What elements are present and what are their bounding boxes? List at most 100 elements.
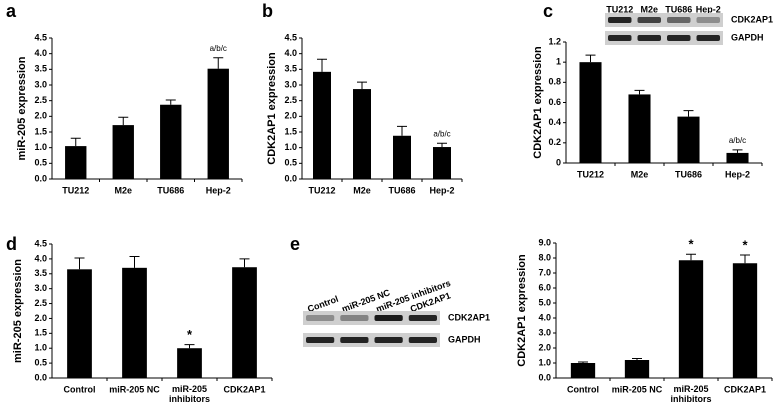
- error-bar: [632, 358, 642, 360]
- bar: [678, 260, 704, 378]
- blot-background: [605, 13, 723, 27]
- y-tick-label: 3.0: [538, 327, 551, 337]
- y-axis-label: CDK2AP1 expression: [532, 46, 544, 159]
- y-tick-label: 0.0: [34, 173, 47, 183]
- x-tick-label: Control: [567, 384, 599, 394]
- bar: [122, 267, 147, 378]
- bar: [160, 104, 182, 179]
- y-tick-label: 0.8: [548, 77, 561, 87]
- blot-band: [306, 337, 335, 343]
- y-tick-label: 3.0: [284, 79, 297, 89]
- y-tick-label: 2.0: [538, 342, 551, 352]
- y-axis-label: CDK2AP1 expression: [516, 254, 528, 367]
- error-bar: [239, 258, 250, 268]
- y-tick-label: 2.0: [34, 313, 47, 323]
- blot-background: [303, 333, 440, 347]
- y-tick-label: 3.0: [34, 283, 47, 293]
- annotation: *: [688, 237, 694, 252]
- x-tick-label: miR-205 NC: [109, 384, 160, 394]
- blot-band: [374, 337, 403, 343]
- blot-band: [408, 315, 437, 321]
- blot-band: [696, 17, 720, 23]
- error-bar: [317, 58, 327, 72]
- y-tick-label: 0.0: [34, 372, 47, 382]
- blot-band: [408, 337, 437, 343]
- y-tick-label: 3.5: [284, 64, 297, 74]
- y-tick-label: 0.4: [548, 117, 561, 127]
- error-bar: [129, 256, 140, 268]
- error-bar: [184, 344, 195, 349]
- blot-lane-label: Hep-2: [696, 4, 721, 14]
- x-tick-label: CDK2AP1: [223, 384, 265, 394]
- error-bar: [732, 149, 743, 153]
- bar: [628, 94, 651, 163]
- y-tick-label: 1.0: [34, 343, 47, 353]
- x-tick-label: miR-205 NC: [612, 384, 663, 394]
- blot-band: [667, 35, 691, 41]
- x-tick-label: TU212: [308, 185, 335, 195]
- annotation: *: [187, 327, 193, 342]
- blot-row-label: CDK2AP1: [731, 14, 773, 24]
- x-tick-label: Hep-2: [725, 169, 750, 179]
- annotation: a/b/c: [210, 44, 227, 53]
- blot-lane-label: M2e: [640, 4, 658, 14]
- error-bar: [397, 125, 407, 136]
- y-axis-label: CDK2AP1 expression: [266, 52, 278, 165]
- y-tick-label: 5.0: [538, 297, 551, 307]
- bar: [112, 125, 134, 179]
- annotation: a/b/c: [433, 129, 450, 138]
- x-tick-label: M2e: [353, 185, 371, 195]
- bar: [433, 147, 451, 179]
- error-bar: [118, 116, 129, 126]
- y-tick-label: 4.0: [538, 312, 551, 322]
- y-tick-label: 4.5: [34, 238, 47, 248]
- panel-label: c: [543, 1, 553, 21]
- error-bar: [585, 54, 596, 63]
- y-tick-label: 2.5: [34, 298, 47, 308]
- error-bar: [357, 81, 367, 90]
- y-tick-label: 0.0: [538, 372, 551, 382]
- bar: [393, 135, 411, 179]
- error-bar: [437, 142, 447, 148]
- panel-label: b: [262, 1, 273, 21]
- y-tick-label: 2.5: [34, 95, 47, 105]
- x-tick-label: TU212: [62, 185, 89, 195]
- blot-band: [608, 35, 632, 41]
- bar: [353, 89, 371, 179]
- blot-band: [696, 35, 720, 41]
- y-tick-label: 2.5: [284, 95, 297, 105]
- x-tick-label: TU212: [577, 169, 604, 179]
- y-tick-label: 0.5: [284, 158, 297, 168]
- blot-row-label: GAPDH: [731, 32, 764, 42]
- panel-label: e: [290, 234, 300, 254]
- panel-label: d: [6, 234, 17, 254]
- y-tick-label: 0.6: [548, 97, 561, 107]
- blot-band: [608, 17, 632, 23]
- bar: [579, 62, 602, 163]
- y-tick-label: 0.2: [548, 137, 561, 147]
- y-tick-label: 4.0: [34, 253, 47, 263]
- y-tick-label: 3.5: [34, 268, 47, 278]
- blot-band: [637, 17, 661, 23]
- blot-background: [303, 311, 440, 325]
- bar: [624, 360, 650, 378]
- y-axis-label: miR-205 expression: [16, 56, 28, 160]
- blot-band: [306, 315, 335, 321]
- error-bar: [74, 257, 85, 270]
- bar: [67, 269, 92, 378]
- bar: [726, 152, 749, 163]
- y-tick-label: 4.5: [284, 32, 297, 42]
- error-bar: [740, 254, 750, 264]
- y-tick-label: 4.0: [34, 48, 47, 58]
- y-tick-label: 4.5: [34, 32, 47, 42]
- y-tick-label: 1.5: [284, 126, 297, 136]
- error-bar: [578, 361, 588, 363]
- error-bar: [70, 137, 81, 147]
- y-tick-label: 6.0: [538, 282, 551, 292]
- error-bar: [683, 110, 694, 117]
- bar: [65, 146, 87, 179]
- bar: [732, 263, 758, 378]
- error-bar: [686, 253, 696, 261]
